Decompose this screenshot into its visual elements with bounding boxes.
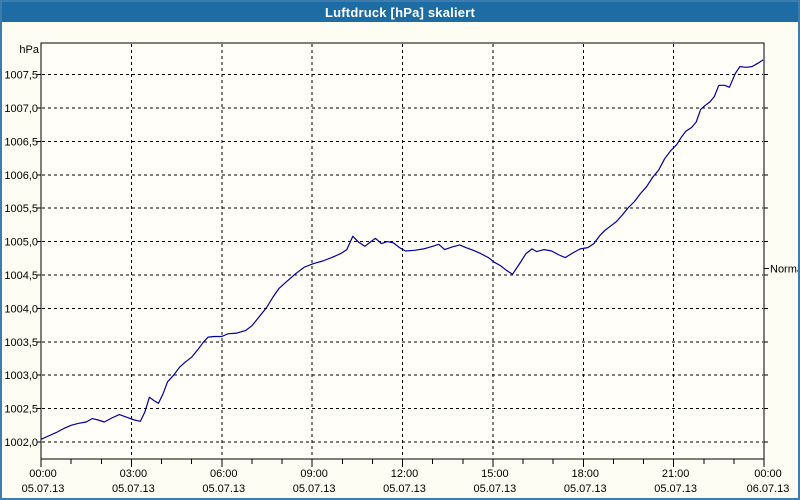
window-title: Luftdruck [hPa] skaliert (325, 4, 475, 20)
y-tick-label: 1003,0 (4, 370, 38, 382)
y-tick-label: 1007,0 (4, 103, 38, 115)
x-tick-date-label: 05.07.13 (654, 483, 697, 495)
x-tick-time-label: 15:00 (481, 468, 509, 480)
y-tick-label: 1006,5 (4, 136, 38, 148)
y-tick-label: 1005,5 (4, 203, 38, 215)
y-tick-label: 1007,5 (4, 70, 38, 82)
y-tick-label: 1002,5 (4, 404, 38, 416)
x-tick-time-label: 18:00 (571, 468, 599, 480)
x-tick-time-label: 09:00 (300, 468, 328, 480)
normal-marker-label: Normal (770, 263, 800, 275)
x-tick-time-label: 06:00 (210, 468, 238, 480)
y-tick-label: 1003,5 (4, 337, 38, 349)
x-tick-date-label: 05.07.13 (22, 483, 65, 495)
x-tick-time-label: 12:00 (391, 468, 419, 480)
x-tick-date-label: 06.07.13 (747, 483, 790, 495)
x-tick-date-label: 05.07.13 (564, 483, 607, 495)
x-tick-date-label: 05.07.13 (202, 483, 245, 495)
y-tick-label: 1006,0 (4, 170, 38, 182)
x-tick-date-label: 05.07.13 (293, 483, 336, 495)
x-tick-time-label: 00:00 (29, 468, 57, 480)
x-tick-time-label: 00:00 (754, 468, 782, 480)
x-tick-time-label: 03:00 (120, 468, 148, 480)
y-tick-label: 1004,0 (4, 303, 38, 315)
pressure-series-line (40, 59, 764, 440)
x-tick-date-label: 05.07.13 (383, 483, 426, 495)
y-tick-label: 1004,5 (4, 270, 38, 282)
x-tick-date-label: 05.07.13 (112, 483, 155, 495)
window-title-bar: Luftdruck [hPa] skaliert (2, 2, 798, 22)
plot-border (40, 42, 765, 460)
x-tick-time-label: 21:00 (662, 468, 690, 480)
y-tick-label: 1005,0 (4, 237, 38, 249)
x-tick-date-label: 05.07.13 (473, 483, 516, 495)
y-axis-unit-label: hPa (19, 44, 39, 56)
y-tick-label: 1002,0 (4, 437, 38, 449)
